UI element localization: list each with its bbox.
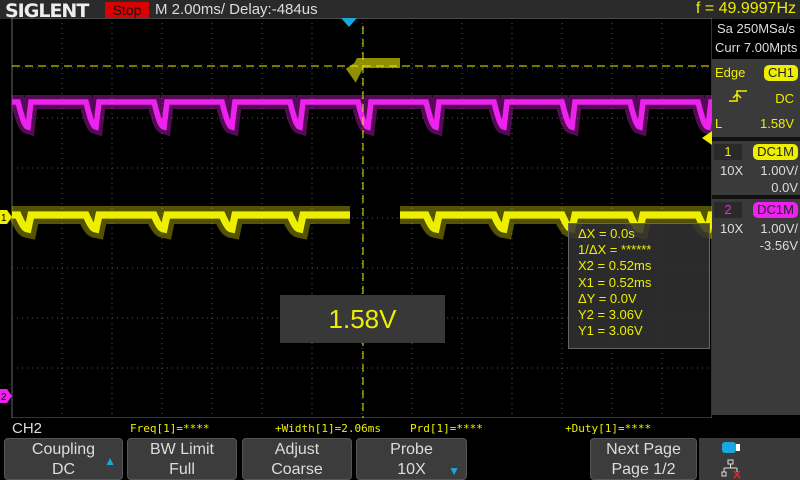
arrow-down-icon: ▼ <box>448 464 460 478</box>
trigger-source: CH1 <box>763 65 798 81</box>
siglent-logo: SIGLENT <box>5 0 89 22</box>
top-bar: SIGLENT Stop M 2.00ms/ Delay:-484us f = … <box>0 0 800 22</box>
menu-channel-label: CH2 <box>12 420 43 437</box>
cursor-delta-y: ΔY = 0.0V <box>578 290 637 306</box>
ch2-number: 2 <box>714 202 742 218</box>
adjust-button[interactable]: Adjust Coarse <box>242 438 352 480</box>
coupling-button[interactable]: Coupling DC ▲ <box>4 438 123 480</box>
bw-limit-label: BW Limit <box>150 441 214 458</box>
next-page-button[interactable]: Next Page Page 1/2 <box>590 438 697 480</box>
adjust-label: Adjust <box>274 441 320 458</box>
cursor-y2: Y2 = 3.06V <box>578 307 643 323</box>
ch2-probe: 10X <box>720 221 744 236</box>
ch2-waveform <box>12 99 712 131</box>
memory-depth: Curr 7.00Mpts <box>715 40 798 55</box>
adjust-value: Coarse <box>271 461 323 478</box>
right-info-panel: Sa 250MSa/s Curr 7.00Mpts Edge CH1 DC L … <box>712 19 800 415</box>
probe-value: 10X <box>397 461 426 478</box>
ch2-marker-label: 2 <box>1 392 7 403</box>
arrow-up-icon: ▲ <box>104 454 116 468</box>
ch2-coupling: DC1M <box>753 202 798 218</box>
page-indicator: Page 1/2 <box>611 461 676 478</box>
sample-rate: Sa 250MSa/s <box>717 21 796 36</box>
cursor-readout-panel: ΔX = 0.0s 1/ΔX = ****** X2 = 0.52ms X1 =… <box>568 223 710 349</box>
coupling-label: Coupling <box>31 441 96 458</box>
ch1-scale: 1.00V/ <box>760 163 798 178</box>
measurement-period: Prd[1]=**** <box>410 422 483 435</box>
frequency-counter: f = 49.9997Hz <box>695 0 796 17</box>
ch1-offset: 0.0V <box>771 180 798 195</box>
trigger-panel[interactable]: Edge CH1 DC L 1.58V <box>712 61 800 151</box>
ch2-panel[interactable]: 2 DC1M 10X 1.00V/ -3.56V <box>712 195 800 261</box>
run-stop-status[interactable]: Stop <box>105 2 149 18</box>
trigger-level-popup: 1.58V <box>280 295 445 343</box>
ch2-ground-marker-icon <box>0 389 12 403</box>
network-disconnected-icon <box>721 459 741 479</box>
ch1-waveform <box>12 211 350 234</box>
measurement-freq: Freq[1]=**** <box>130 422 210 435</box>
coupling-value: DC <box>51 461 76 478</box>
status-area <box>699 438 800 480</box>
trigger-level-marker-icon <box>702 131 712 145</box>
ch2-offset: -3.56V <box>759 238 798 253</box>
ch1-marker-label: 1 <box>1 213 7 224</box>
bw-limit-button[interactable]: BW Limit Full <box>127 438 237 480</box>
measurement-duty: +Duty[1]=**** <box>565 422 652 435</box>
ch1-waveform <box>400 211 712 234</box>
waveform-display[interactable]: 12 <box>0 18 712 418</box>
ch1-panel[interactable]: 1 DC1M 10X 1.00V/ 0.0V <box>712 137 800 203</box>
trigger-level: 1.58V <box>760 116 794 131</box>
cursor-inverse-delta-x: 1/ΔX = ****** <box>578 242 652 258</box>
cursor-y1: Y1 = 3.06V <box>578 323 643 339</box>
trigger-type: Edge <box>715 65 746 80</box>
ch1-trigger-segment <box>345 58 400 83</box>
trigger-position-marker-icon <box>341 18 357 27</box>
bw-limit-value: Full <box>169 461 195 478</box>
cursor-x1: X1 = 0.52ms <box>578 274 652 290</box>
trigger-coupling: DC <box>775 91 794 106</box>
usb-icon <box>722 442 740 453</box>
cursor-x2: X2 = 0.52ms <box>578 258 652 274</box>
next-page-label: Next Page <box>606 441 681 458</box>
ch1-number: 1 <box>714 144 742 160</box>
ch2-scale: 1.00V/ <box>760 221 798 236</box>
trigger-level-label: L <box>715 116 723 131</box>
measurement-width: +Width[1]=2.06ms <box>275 422 381 435</box>
ch1-probe: 10X <box>720 163 744 178</box>
ch1-coupling: DC1M <box>753 144 798 160</box>
probe-button[interactable]: Probe 10X ▼ <box>356 438 467 480</box>
rising-edge-icon <box>729 90 747 102</box>
timebase-readout[interactable]: M 2.00ms/ Delay:-484us <box>155 1 318 18</box>
cursor-delta-x: ΔX = 0.0s <box>578 226 635 241</box>
ch1-ground-marker-icon <box>0 210 12 224</box>
probe-label: Probe <box>390 441 433 458</box>
